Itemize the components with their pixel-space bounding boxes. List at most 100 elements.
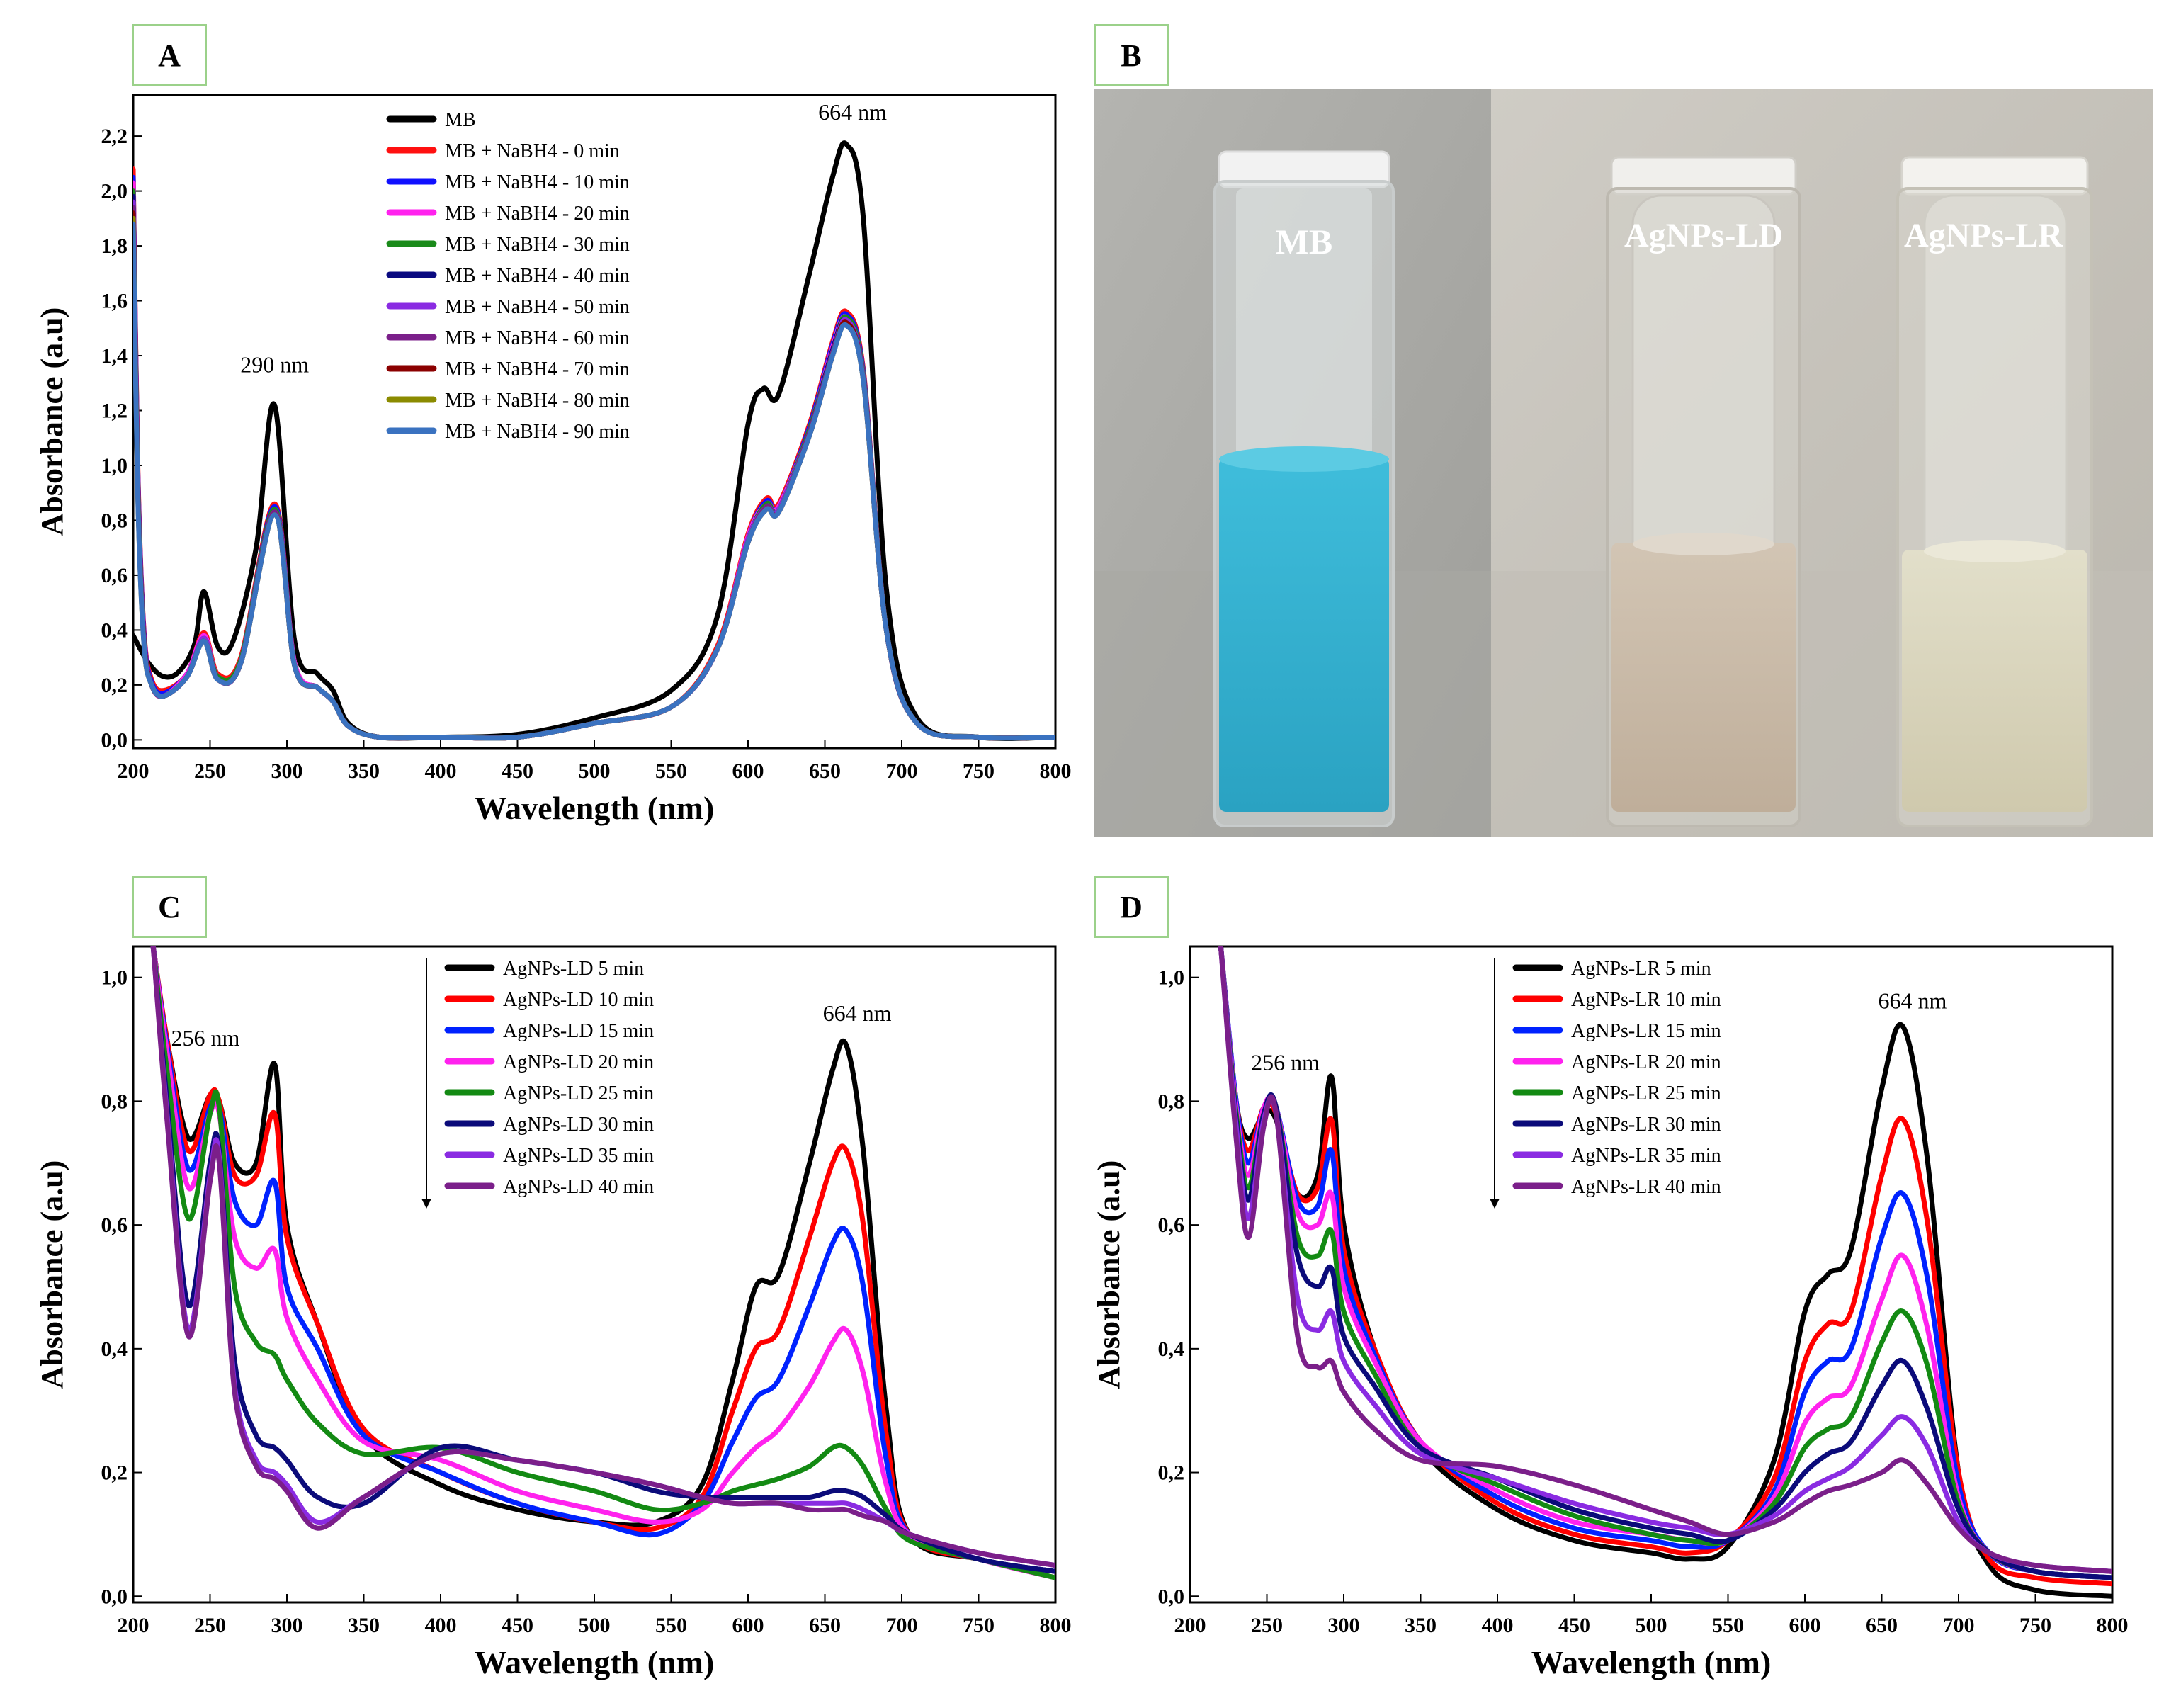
legend-entry: MB + NaBH4 - 10 min [445, 171, 630, 193]
legend-entry: MB + NaBH4 - 90 min [445, 421, 630, 443]
legend-arrow-head [421, 1199, 431, 1209]
legend-entry: AgNPs-LD 10 min [503, 989, 654, 1011]
panel-label-c: C [132, 876, 207, 938]
peak-annotation: 664 nm [1878, 988, 1947, 1013]
y-tick-label: 1,4 [101, 344, 128, 368]
x-tick-label: 650 [809, 759, 841, 783]
legend-entry: MB + NaBH4 - 70 min [445, 358, 630, 380]
legend-entry: AgNPs-LD 20 min [503, 1051, 654, 1073]
legend-entry: AgNPs-LD 15 min [503, 1020, 654, 1042]
x-axis-label: Wavelength (nm) [475, 790, 715, 826]
legend-entry: MB + NaBH4 - 80 min [445, 390, 630, 412]
x-tick-label: 200 [1174, 1614, 1206, 1637]
x-tick-label: 650 [1866, 1614, 1898, 1637]
cuvette-agnps-lr [1896, 156, 2093, 827]
series-line [1218, 946, 2112, 1574]
y-tick-label: 1,6 [101, 290, 128, 313]
legend-arrow-head [1490, 1199, 1500, 1209]
x-tick-label: 800 [1040, 1614, 1072, 1637]
peak-annotation: 256 nm [171, 1025, 240, 1051]
x-tick-label: 400 [1482, 1614, 1514, 1637]
x-tick-label: 800 [1040, 759, 1072, 783]
x-tick-label: 200 [118, 759, 149, 783]
x-tick-label: 350 [1405, 1614, 1437, 1637]
x-tick-label: 750 [963, 759, 995, 783]
legend-entry: AgNPs-LD 30 min [503, 1114, 654, 1136]
peak-annotation: 664 nm [823, 1000, 892, 1026]
cuvette-agnps-ld [1606, 156, 1801, 827]
panel-label-d: D [1094, 876, 1169, 938]
legend-entry: MB + NaBH4 - 0 min [445, 140, 620, 162]
y-tick-label: 1,0 [101, 454, 128, 477]
x-tick-label: 550 [1712, 1614, 1744, 1637]
y-tick-label: 0,6 [1158, 1214, 1185, 1237]
ld-liquid [1611, 543, 1796, 812]
y-axis-label: Absorbance (a.u) [35, 307, 69, 536]
x-tick-label: 800 [2097, 1614, 2129, 1637]
x-tick-label: 500 [579, 1614, 611, 1637]
y-tick-label: 0,0 [101, 1585, 128, 1608]
legend-entry: MB + NaBH4 - 30 min [445, 234, 630, 256]
series-line [133, 140, 1055, 741]
x-tick-label: 300 [1328, 1614, 1360, 1637]
y-tick-label: 0,0 [1158, 1585, 1185, 1608]
x-tick-label: 400 [425, 759, 457, 783]
x-tick-label: 250 [1251, 1614, 1283, 1637]
legend-entry: AgNPs-LR 20 min [1571, 1051, 1721, 1073]
legend-entry: AgNPs-LR 40 min [1571, 1176, 1721, 1198]
peak-annotation: 256 nm [1251, 1050, 1320, 1075]
chart-c-group: 200 250 300 350 400 450 500 550 600 650 700 750 800 0… [35, 945, 1072, 1680]
legend-entry: MB + NaBH4 - 40 min [445, 265, 630, 287]
peak-annotation: 664 nm [818, 99, 887, 125]
plot-frame [132, 945, 1057, 1604]
x-tick-label: 650 [809, 1614, 841, 1637]
y-tick-label: 1,8 [101, 234, 128, 258]
x-tick-label: 700 [886, 1614, 918, 1637]
y-tick-label: 0,8 [101, 509, 128, 532]
x-tick-label: 450 [1558, 1614, 1590, 1637]
legend-entry: AgNPs-LR 35 min [1571, 1145, 1721, 1167]
y-tick-label: 0,2 [101, 1461, 128, 1485]
legend-entry: AgNPs-LR 10 min [1571, 989, 1721, 1011]
legend-entry: MB + NaBH4 - 50 min [445, 296, 630, 318]
series-line [133, 221, 1055, 741]
x-tick-label: 300 [271, 759, 303, 783]
plot-frame [1189, 945, 2114, 1604]
y-tick-label: 0,8 [1158, 1090, 1185, 1113]
y-tick-label: 0,6 [101, 564, 128, 587]
lr-liquid [1902, 550, 2087, 812]
y-tick-label: 2,0 [101, 180, 128, 203]
plot-frame [132, 94, 1057, 750]
y-tick-label: 0,4 [101, 618, 128, 642]
photo-label-agnps-lr: AgNPs-LR [1904, 217, 2063, 254]
x-tick-label: 300 [271, 1614, 303, 1637]
photo-label-agnps-ld: AgNPs-LD [1624, 217, 1783, 254]
y-tick-label: 0,2 [101, 674, 128, 697]
legend-entry: MB + NaBH4 - 60 min [445, 327, 630, 349]
x-tick-label: 750 [963, 1614, 995, 1637]
x-tick-label: 500 [579, 759, 611, 783]
x-tick-label: 600 [732, 1614, 764, 1637]
x-tick-label: 250 [194, 759, 226, 783]
x-tick-label: 350 [348, 1614, 380, 1637]
y-tick-label: 2,2 [101, 125, 128, 148]
x-tick-label: 700 [1943, 1614, 1975, 1637]
panel-label-b: B [1094, 24, 1169, 86]
chart-d-group: 200 250 300 350 400 450 500 550 600 650 700 750 800 0… [1092, 945, 2129, 1680]
series-line [150, 946, 1055, 1580]
x-tick-label: 700 [886, 759, 918, 783]
y-tick-label: 1,0 [101, 966, 128, 990]
legend-entry: AgNPs-LD 5 min [503, 958, 644, 980]
legend-entry: AgNPs-LR 25 min [1571, 1082, 1721, 1104]
series-line [150, 946, 1055, 1568]
panel-label-a: A [132, 24, 207, 86]
x-tick-label: 450 [502, 1614, 533, 1637]
y-tick-label: 1,0 [1158, 966, 1185, 990]
y-tick-label: 0,6 [101, 1214, 128, 1237]
y-tick-label: 0,0 [101, 728, 128, 752]
x-tick-label: 450 [502, 759, 533, 783]
legend-entry: MB + NaBH4 - 20 min [445, 203, 630, 225]
legend-entry: AgNPs-LR 30 min [1571, 1114, 1721, 1136]
